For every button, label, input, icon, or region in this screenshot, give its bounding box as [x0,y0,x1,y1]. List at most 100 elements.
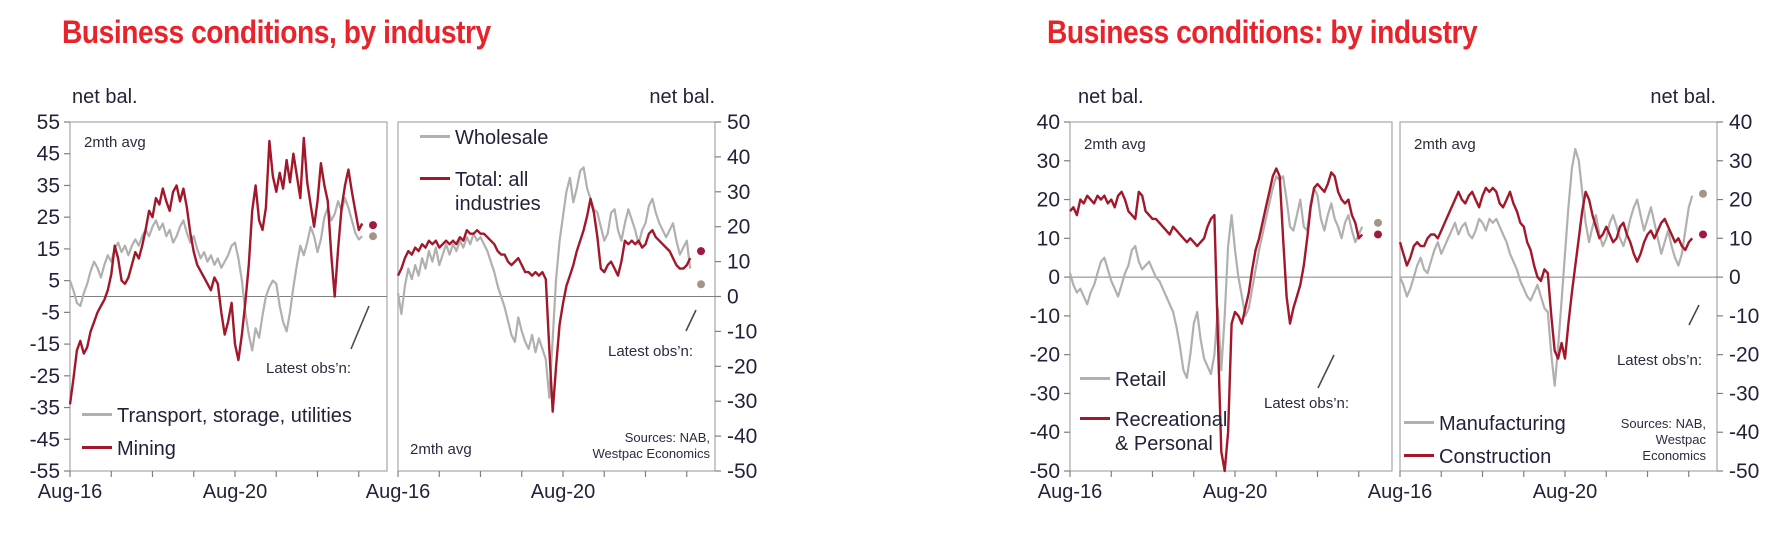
latest-dot-recreational-personal [1374,230,1382,239]
y-tick-label: -10 [727,320,757,343]
y-tick-label: 0 [727,286,739,309]
series-line-construction [1398,186,1694,360]
y-tick-label: 30 [1037,150,1060,173]
series-line-mining [68,136,364,405]
y-tick-label: -5 [41,301,60,324]
legend-item-transport: Transport, storage, utilities [82,404,352,428]
y-tick-label: 20 [1037,189,1060,212]
x-tick-label: Aug-20 [203,481,268,503]
legend-item-mining: Mining [82,437,352,461]
legend-item-retail: Retail [1080,368,1227,392]
net-bal-label-panel4: net bal. [1650,86,1716,108]
latest-dot-wholesale [697,280,705,289]
latest-obs-pointer-3 [1317,354,1335,389]
total-line-swatch [420,177,450,180]
y-tick-label: 50 [727,111,750,134]
x-tick-label: Aug-20 [1533,481,1598,503]
right-figure-title: Business conditions: by industry [1047,14,1478,50]
legend-label-transport: Transport, storage, utilities [117,405,352,427]
legend-label-mining: Mining [117,438,176,460]
avg-note-panel2: 2mth avg [410,441,472,458]
legend-label-construction: Construction [1439,446,1552,468]
series-line-total-all-industries [396,197,692,413]
legend-item-manufacturing: Manufacturing [1404,412,1566,436]
y-tick-label: 20 [1729,189,1752,212]
y-tick-label: -10 [1030,305,1060,328]
legend-panel3: Retail Recreational & Personal [1080,368,1227,465]
legend-panel1: Transport, storage, utilities Mining [82,404,352,470]
mining-line-swatch [82,446,112,449]
y-tick-label: 25 [37,206,60,229]
y-tick-label: -25 [30,365,60,388]
y-tick-label: 40 [1037,111,1060,134]
legend-label-manufacturing: Manufacturing [1439,413,1566,435]
series-line-transport-storage-utilities [68,197,363,352]
latest-obs-label-panel1: Latest obs’n: [266,360,352,377]
legend-label-wholesale: Wholesale [455,127,549,149]
y-tick-label: -50 [1729,460,1759,483]
y-tick-label: -50 [727,460,757,483]
legend-label-total: Total: all industries [455,169,541,215]
y-tick-label: -30 [1030,382,1060,405]
legend-label-recreational: Recreational & Personal [1115,409,1228,455]
y-tick-label: -20 [1030,344,1060,367]
avg-note-panel4: 2mth avg [1414,136,1476,153]
retail-line-swatch [1080,377,1110,380]
latest-obs-label-panel2: Latest obs’n: [608,343,694,360]
series-line-recreational-personal [1069,167,1364,473]
x-tick-label: Aug-16 [1038,481,1103,503]
latest-dot-retail [1374,218,1382,227]
construction-line-swatch [1404,454,1434,457]
panel-border-4 [1399,121,1718,472]
latest-obs-label-panel3: Latest obs’n: [1264,395,1350,412]
series-line-wholesale [396,166,692,399]
legend-item-wholesale: Wholesale [420,126,548,150]
y-tick-label: -20 [727,355,757,378]
latest-dot-mining [369,221,377,230]
latest-obs-pointer-1 [350,305,370,350]
avg-note-panel3: 2mth avg [1084,136,1146,153]
y-tick-label: -20 [1729,344,1759,367]
y-tick-label: -30 [1729,382,1759,405]
latest-obs-pointer-2 [685,309,697,332]
y-tick-label: -45 [30,428,60,451]
legend-item-construction: Construction [1404,445,1566,469]
legend-item-recreational: Recreational & Personal [1080,408,1227,456]
y-tick-label: 0 [1729,266,1741,289]
y-tick-label: -50 [1030,460,1060,483]
y-tick-label: 15 [37,238,60,261]
latest-dot-total-all-industries [697,247,705,256]
net-bal-label-panel1: net bal. [72,86,138,108]
latest-dot-construction [1699,230,1707,239]
y-tick-label: 45 [37,143,60,166]
y-tick-label: -40 [727,425,757,448]
legend-panel4: Manufacturing Construction [1404,412,1566,478]
y-tick-label: 30 [1729,150,1752,173]
y-tick-label: 10 [727,251,750,274]
y-tick-label: 0 [1048,266,1060,289]
y-tick-label: -35 [30,397,60,420]
y-tick-label: -30 [727,390,757,413]
net-bal-label-panel3: net bal. [1078,86,1144,108]
series-line-manufacturing [1398,148,1694,387]
y-tick-label: 20 [727,216,750,239]
x-tick-label: Aug-20 [531,481,596,503]
manufacturing-line-swatch [1404,421,1434,424]
y-tick-label: -40 [1729,421,1759,444]
latest-obs-pointer-4 [1688,304,1700,326]
x-tick-label: Aug-16 [1368,481,1433,503]
x-tick-label: Aug-16 [38,481,103,503]
legend-item-total: Total: all industries [420,168,548,216]
y-tick-label: 40 [1729,111,1752,134]
sources-note-panel2: Sources: NAB, Westpac Economics [592,430,710,461]
x-tick-label: Aug-20 [1203,481,1268,503]
legend-label-retail: Retail [1115,369,1167,391]
x-tick-label: Aug-16 [366,481,431,503]
y-tick-label: 5 [48,270,60,293]
y-tick-label: 35 [37,174,60,197]
y-tick-label: -15 [30,333,60,356]
latest-obs-label-panel4: Latest obs’n: [1616,352,1702,369]
y-tick-label: -40 [1030,421,1060,444]
y-tick-label: 10 [1037,227,1060,250]
